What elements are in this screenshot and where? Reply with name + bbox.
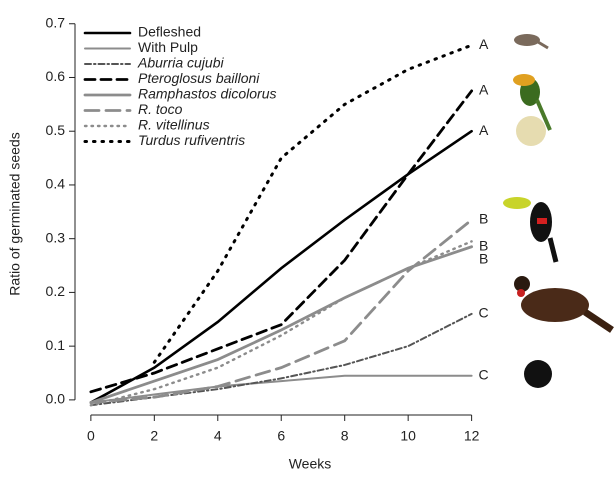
bird-icon xyxy=(585,312,612,330)
group-label: A xyxy=(479,122,489,138)
group-label: C xyxy=(479,366,489,382)
y-tick-label: 0.5 xyxy=(46,122,66,138)
group-label: B xyxy=(479,211,488,227)
legend-label: With Pulp xyxy=(138,39,198,55)
seed-icon xyxy=(524,360,552,388)
group-label: C xyxy=(479,305,489,321)
icons xyxy=(503,34,612,388)
page: Weeks Ratio of germinated seeds 0 2 4 6 8 10 1… xyxy=(0,0,616,480)
y-tick-label: 0.4 xyxy=(46,176,66,192)
y-tick-label: 0.1 xyxy=(46,337,66,353)
y-tick-label: 0.7 xyxy=(46,14,66,30)
legend-label: Defleshed xyxy=(138,24,201,40)
x-tick-label: 4 xyxy=(214,428,222,444)
bird-icon xyxy=(521,288,589,322)
x-tick-label: 2 xyxy=(150,428,158,444)
legend-label: Pteroglosus bailloni xyxy=(138,70,260,86)
x-tick-label: 10 xyxy=(400,428,416,444)
group-label: A xyxy=(479,36,489,52)
bird-icon xyxy=(538,42,548,48)
x-tick-label: 12 xyxy=(464,428,480,444)
x-tick-label: 0 xyxy=(87,428,95,444)
x-tick-label: 6 xyxy=(277,428,285,444)
legend-label: Aburria cujubi xyxy=(137,55,224,71)
x-tick-label: 8 xyxy=(341,428,349,444)
legend-label: R. toco xyxy=(138,101,183,117)
y-axis-label: Ratio of germinated seeds xyxy=(7,132,23,295)
y-tick-label: 0.3 xyxy=(46,229,66,245)
bird-icon xyxy=(514,34,540,46)
y-tick-label: 0.0 xyxy=(46,391,66,407)
legend-label: R. vitellinus xyxy=(138,117,210,133)
y-tick-label: 0.2 xyxy=(46,283,66,299)
group-label: A xyxy=(479,82,489,98)
x-axis-label: Weeks xyxy=(289,456,332,472)
legend-label: Ramphastos dicolorus xyxy=(138,86,277,102)
bird-icon xyxy=(503,197,531,209)
group-label: B xyxy=(479,250,488,266)
bird-icon xyxy=(537,218,547,224)
chart: Weeks Ratio of germinated seeds 0 2 4 6 8 10 1… xyxy=(0,0,616,475)
legend-label: Turdus rufiventris xyxy=(138,132,245,148)
bird-icon xyxy=(513,74,535,86)
bird-icon xyxy=(517,289,525,297)
y-tick-label: 0.6 xyxy=(46,68,66,84)
bird-icon xyxy=(550,238,556,262)
seed-icon xyxy=(516,116,546,146)
